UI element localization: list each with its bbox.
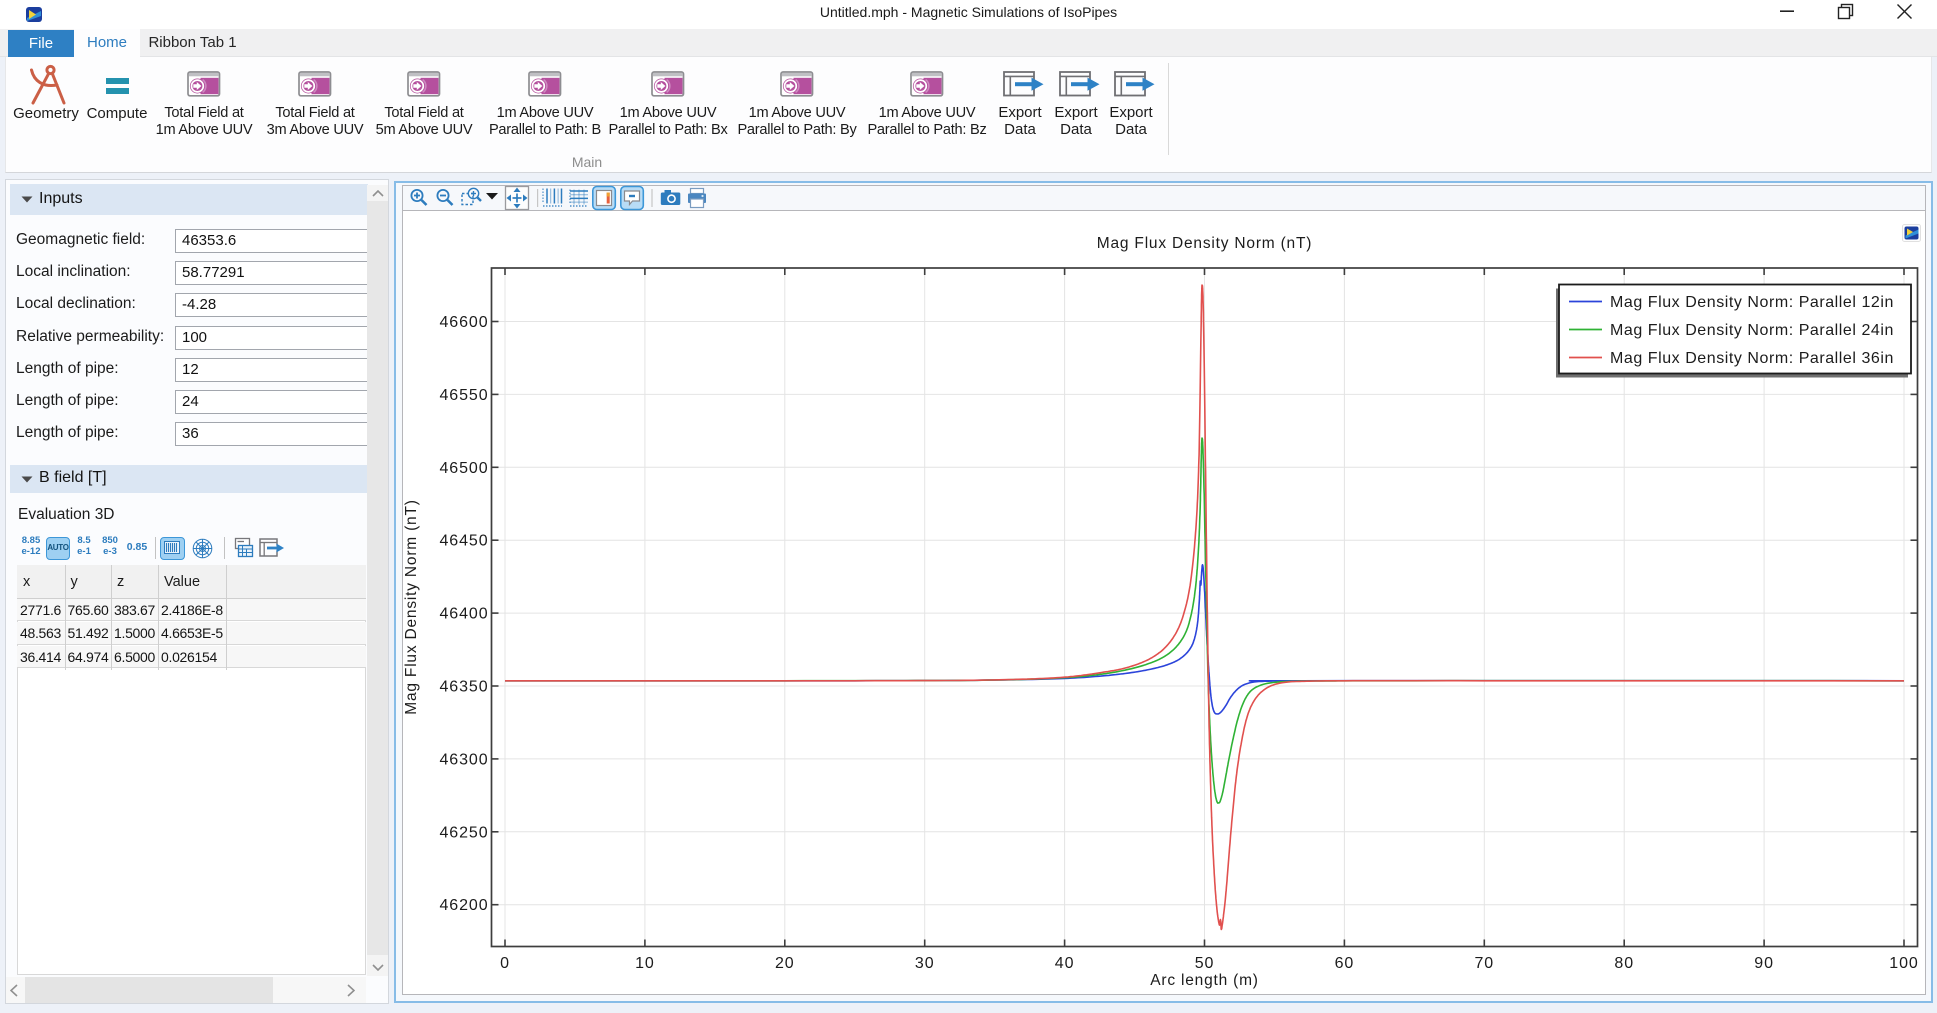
- svg-text:46350: 46350: [440, 679, 489, 696]
- svg-text:Mag Flux Density Norm: Paralle: Mag Flux Density Norm: Parallel 12in: [1610, 294, 1894, 311]
- svg-text:Mag Flux Density Norm (nT): Mag Flux Density Norm (nT): [1097, 235, 1312, 252]
- svg-text:46500: 46500: [440, 460, 489, 477]
- svg-text:46250: 46250: [440, 824, 489, 841]
- svg-text:20: 20: [775, 955, 795, 972]
- svg-text:10: 10: [635, 955, 655, 972]
- svg-text:Mag Flux Density Norm: Paralle: Mag Flux Density Norm: Parallel 24in: [1610, 322, 1894, 339]
- svg-text:90: 90: [1754, 955, 1774, 972]
- svg-text:60: 60: [1335, 955, 1355, 972]
- svg-text:30: 30: [915, 955, 935, 972]
- svg-text:80: 80: [1614, 955, 1634, 972]
- svg-text:46400: 46400: [440, 606, 489, 623]
- svg-text:50: 50: [1195, 955, 1215, 972]
- svg-text:46550: 46550: [440, 387, 489, 404]
- svg-text:0: 0: [500, 955, 510, 972]
- svg-text:46200: 46200: [440, 897, 489, 914]
- svg-text:100: 100: [1889, 955, 1918, 972]
- svg-text:40: 40: [1055, 955, 1075, 972]
- svg-text:46450: 46450: [440, 533, 489, 550]
- svg-text:Arc length (m): Arc length (m): [1150, 972, 1259, 989]
- svg-text:46600: 46600: [440, 314, 489, 331]
- svg-text:70: 70: [1474, 955, 1494, 972]
- svg-text:Mag Flux Density Norm (nT): Mag Flux Density Norm (nT): [403, 499, 420, 714]
- svg-text:Mag Flux Density Norm: Paralle: Mag Flux Density Norm: Parallel 36in: [1610, 350, 1894, 367]
- svg-text:46300: 46300: [440, 751, 489, 768]
